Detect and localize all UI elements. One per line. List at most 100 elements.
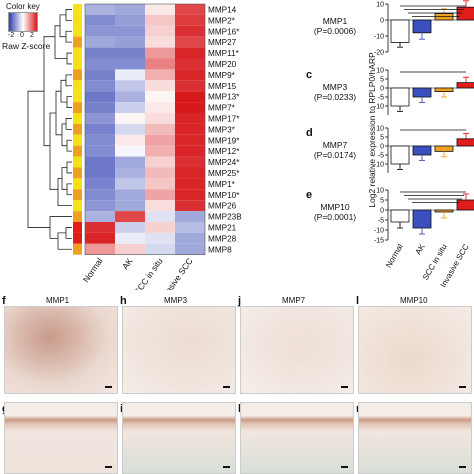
micrograph-image xyxy=(240,306,354,394)
heatmap-cell xyxy=(115,80,145,92)
y-tick-label: -15 xyxy=(374,238,384,245)
heatmap-cell xyxy=(145,200,175,212)
bar-panel-gene: MMP1 xyxy=(323,16,348,26)
micrograph-letter: f xyxy=(2,295,6,307)
heatmap-cell xyxy=(175,232,205,244)
heatmap-cell xyxy=(175,167,205,179)
heatmap-cell xyxy=(85,36,115,48)
heatmap-cell xyxy=(115,25,145,37)
scale-bar xyxy=(341,466,348,468)
heatmap-row-label: MMP25* xyxy=(208,169,240,178)
heatmap-cell xyxy=(85,47,115,59)
heatmap-cell xyxy=(175,102,205,113)
bar-panel-gene: MMP10 xyxy=(320,202,350,212)
heatmap-row-label: MMP9* xyxy=(208,71,236,80)
micrograph-image xyxy=(122,402,236,474)
group-color-cell xyxy=(73,178,82,190)
bar-panel-gene: MMP3 xyxy=(323,82,348,92)
micrograph-letter: j xyxy=(238,295,242,307)
bar xyxy=(390,145,410,165)
y-tick-label: -5 xyxy=(378,153,384,160)
y-tick-label: 5 xyxy=(380,77,384,84)
heatmap-row-label: MMP21 xyxy=(208,224,237,233)
heatmap-cell xyxy=(175,123,205,135)
heatmap-cell xyxy=(175,69,205,81)
heatmap-cell xyxy=(85,14,115,26)
heatmap-cell xyxy=(145,25,175,37)
heatmap-cell xyxy=(85,232,115,244)
heatmap-cell xyxy=(145,123,175,135)
heatmap-cell xyxy=(115,232,145,244)
scale-bar xyxy=(341,386,348,388)
heatmap-row-label: MMP11* xyxy=(208,49,240,58)
heatmap-cell xyxy=(85,69,115,81)
heatmap-cell xyxy=(145,80,175,92)
micrograph-image xyxy=(240,402,354,474)
heatmap-cell xyxy=(175,25,205,37)
heatmap-row-label: MMP1* xyxy=(208,180,236,189)
heatmap-cell xyxy=(85,243,115,255)
y-tick-label: 10 xyxy=(376,188,384,195)
heatmap-cell xyxy=(145,222,175,233)
bar xyxy=(390,209,410,223)
group-color-cell xyxy=(73,69,82,81)
dendrogram xyxy=(27,9,72,250)
bar-panel-pvalue: (P=0.0174) xyxy=(314,150,356,160)
bar xyxy=(390,87,410,107)
heatmap-cell xyxy=(115,102,145,113)
group-color-cell xyxy=(73,232,82,244)
panel-letter: e xyxy=(306,189,312,201)
heatmap-row-label: MMP27 xyxy=(208,38,237,47)
bar xyxy=(412,19,432,34)
micrograph-image xyxy=(122,306,236,394)
y-tick-label: 0 xyxy=(380,208,384,215)
color-key-tick: 2 xyxy=(30,32,34,39)
bar-y-axis-label: Log2 relative expression to RPLP0/hARP xyxy=(367,52,377,208)
heatmap-cell xyxy=(175,113,205,124)
heatmap-cell xyxy=(115,189,145,201)
heatmap-cell xyxy=(175,58,205,70)
y-tick-label: -10 xyxy=(374,162,384,169)
bar xyxy=(456,138,474,147)
heatmap-cell xyxy=(145,36,175,48)
y-tick-label: 0 xyxy=(380,86,384,93)
heatmap-cell xyxy=(175,243,205,255)
heatmap-row-label: MMP16* xyxy=(208,27,240,36)
heatmap-cell xyxy=(145,4,175,15)
group-color-cell xyxy=(73,156,82,168)
bar-category-label: AK xyxy=(414,242,427,256)
heatmap-row-label: MMP13* xyxy=(208,93,240,102)
micrograph-letter: i xyxy=(120,404,123,415)
heatmap-row-label: MMP3* xyxy=(208,125,236,134)
bar-category-label: Normal xyxy=(384,242,405,269)
heatmap-cell xyxy=(145,134,175,146)
heatmap-cell xyxy=(145,102,175,113)
scale-bar xyxy=(223,466,230,468)
heatmap-cell xyxy=(175,91,205,103)
heatmap-cell xyxy=(85,123,115,135)
heatmap-cell xyxy=(145,232,175,244)
bar-panel-pvalue: (P=0.0233) xyxy=(314,92,356,102)
heatmap-cell xyxy=(175,200,205,212)
micrograph-image xyxy=(358,402,472,474)
micrograph-title: MMP10 xyxy=(400,296,428,305)
bar xyxy=(434,209,454,213)
heatmap-cell xyxy=(115,123,145,135)
heatmap-row-label: MMP23B xyxy=(208,213,242,222)
heatmap-cell xyxy=(115,243,145,255)
heatmap-cell xyxy=(175,156,205,168)
color-key-tick: 0 xyxy=(20,32,24,39)
bar-panel-pvalue: (P=0.0001) xyxy=(314,212,356,222)
heatmap-cell xyxy=(85,58,115,70)
scale-bar xyxy=(105,386,112,388)
heatmap-row-label: MMP12* xyxy=(208,147,240,156)
color-key-gradient xyxy=(8,12,38,32)
heatmap-cell xyxy=(145,167,175,179)
heatmap-cell xyxy=(115,211,145,222)
bar xyxy=(434,145,454,152)
group-color-cell xyxy=(73,102,82,113)
micrograph-title: MMP3 xyxy=(164,296,188,305)
group-color-cell xyxy=(73,167,82,179)
bar xyxy=(412,145,432,156)
